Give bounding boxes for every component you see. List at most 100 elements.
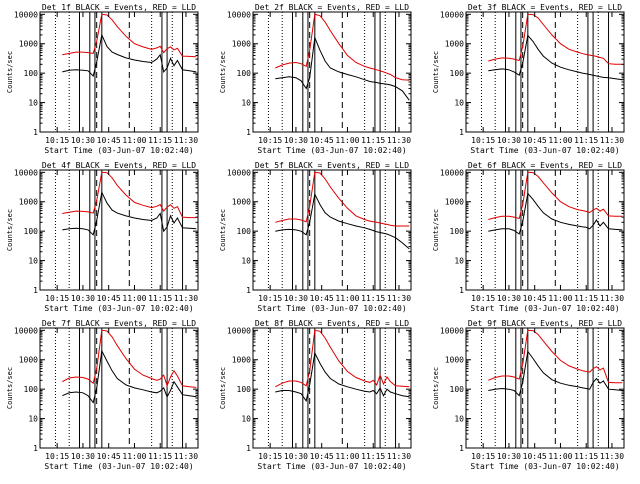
x-axis-label: Start Time (03-Jun-07 10:02:40) <box>470 462 619 471</box>
x-tick-label: 11:30 <box>600 294 624 303</box>
y-tick-label: 1 <box>459 128 464 137</box>
y-tick-label: 10 <box>241 415 251 424</box>
y-axis-label: Counts/sec <box>432 209 440 251</box>
x-axis-label: Start Time (03-Jun-07 10:02:40) <box>470 304 619 313</box>
y-axis-label: Counts/sec <box>219 367 227 409</box>
y-tick-label: 1000 <box>19 198 38 207</box>
x-tick-label: 11:15 <box>148 294 172 303</box>
x-tick-label: 11:30 <box>387 294 411 303</box>
y-tick-label: 1 <box>459 444 464 453</box>
panel-title: Det 4f BLACK = Events, RED = LLD <box>42 161 196 170</box>
plot-frame <box>252 169 412 291</box>
y-tick-label: 1000 <box>232 356 251 365</box>
x-tick-label: 11:00 <box>548 452 572 461</box>
series-line-events <box>62 190 197 236</box>
x-tick-label: 10:45 <box>523 452 547 461</box>
x-tick-label: 10:30 <box>71 294 95 303</box>
y-tick-label: 10 <box>28 415 38 424</box>
x-tick-label: 11:30 <box>174 452 198 461</box>
x-tick-label: 10:45 <box>310 136 334 145</box>
plot-frame <box>252 327 412 449</box>
y-tick-label: 10000 <box>440 326 464 335</box>
x-tick-label: 11:15 <box>574 294 598 303</box>
x-tick-label: 10:15 <box>45 452 69 461</box>
y-tick-label: 100 <box>24 385 39 394</box>
panel-title-detector: Det 1f <box>42 3 71 12</box>
plot-frame <box>465 11 625 133</box>
y-tick-label: 10000 <box>227 326 251 335</box>
y-tick-label: 1 <box>246 444 251 453</box>
x-tick-label: 11:00 <box>122 294 146 303</box>
y-axis-label: Counts/sec <box>432 367 440 409</box>
panel-6: 1 10 100 1000 10000 10:15 10:30 10:45 11:00 11:15… <box>432 161 625 313</box>
y-tick-label: 10 <box>454 99 464 108</box>
y-tick-label: 1000 <box>232 198 251 207</box>
panel-title: Det 3f BLACK = Events, RED = LLD <box>468 3 622 12</box>
x-tick-label: 10:30 <box>497 452 521 461</box>
y-tick-label: 10 <box>241 257 251 266</box>
series-line-lld <box>488 13 623 65</box>
x-tick-label: 10:30 <box>71 452 95 461</box>
y-tick-label: 1000 <box>445 198 464 207</box>
y-tick-label: 1 <box>246 286 251 295</box>
y-tick-label: 10000 <box>440 10 464 19</box>
x-axis-label: Start Time (03-Jun-07 10:02:40) <box>44 462 193 471</box>
series-line-events <box>275 192 410 250</box>
panel-9: 1 10 100 1000 10000 10:15 10:30 10:45 11:00 11:15… <box>432 319 625 471</box>
panel-title-detector: Det 7f <box>42 319 71 328</box>
y-axis-label: Counts/sec <box>219 209 227 251</box>
y-tick-label: 1000 <box>232 40 251 49</box>
y-tick-label: 100 <box>237 227 252 236</box>
x-tick-label: 11:00 <box>548 294 572 303</box>
y-tick-label: 100 <box>237 69 252 78</box>
panel-5: 1 10 100 1000 10000 10:15 10:30 10:45 11:00 11:15… <box>219 161 412 313</box>
series-line-events <box>488 192 623 235</box>
panel-7: 1 10 100 1000 10000 10:15 10:30 10:45 11:00 11:15… <box>6 319 199 471</box>
panel-title-legend: BLACK = Events, RED = LLD <box>71 161 196 170</box>
series-line-lld <box>62 13 197 58</box>
x-tick-label: 11:30 <box>387 452 411 461</box>
series-line-lld <box>275 171 410 227</box>
series-line-events <box>488 34 623 81</box>
y-tick-label: 10000 <box>227 10 251 19</box>
y-axis-label: Counts/sec <box>6 51 14 93</box>
panel-title-legend: BLACK = Events, RED = LLD <box>284 161 409 170</box>
y-tick-label: 1 <box>33 444 38 453</box>
plot-frame <box>39 327 199 449</box>
panel-title: Det 5f BLACK = Events, RED = LLD <box>255 161 409 170</box>
x-tick-label: 11:30 <box>600 452 624 461</box>
y-axis-label: Counts/sec <box>432 51 440 93</box>
x-tick-label: 10:15 <box>258 136 282 145</box>
y-tick-label: 1000 <box>19 40 38 49</box>
y-axis-label: Counts/sec <box>219 51 227 93</box>
series-line-lld <box>488 171 623 220</box>
y-tick-label: 10000 <box>440 168 464 177</box>
x-tick-label: 11:00 <box>122 452 146 461</box>
x-tick-label: 10:30 <box>284 136 308 145</box>
y-tick-label: 1 <box>459 286 464 295</box>
series-line-events <box>488 350 623 397</box>
panel-title-legend: BLACK = Events, RED = LLD <box>497 319 622 328</box>
x-tick-label: 11:15 <box>361 294 385 303</box>
x-axis-label: Start Time (03-Jun-07 10:02:40) <box>44 146 193 155</box>
x-tick-label: 10:15 <box>45 136 69 145</box>
panel-3: 1 10 100 1000 10000 10:15 10:30 10:45 11:00 11:15… <box>432 3 625 155</box>
panel-title: Det 9f BLACK = Events, RED = LLD <box>468 319 622 328</box>
series-line-lld <box>62 171 197 219</box>
y-tick-label: 10 <box>28 257 38 266</box>
plot-frame <box>252 11 412 133</box>
x-tick-label: 10:15 <box>258 294 282 303</box>
panel-title: Det 2f BLACK = Events, RED = LLD <box>255 3 409 12</box>
y-tick-label: 100 <box>24 227 39 236</box>
y-tick-label: 10 <box>454 415 464 424</box>
panel-title: Det 8f BLACK = Events, RED = LLD <box>255 319 409 328</box>
x-tick-label: 11:00 <box>548 136 572 145</box>
y-tick-label: 100 <box>450 385 465 394</box>
panel-title-legend: BLACK = Events, RED = LLD <box>497 3 622 12</box>
panel-title: Det 7f BLACK = Events, RED = LLD <box>42 319 196 328</box>
x-tick-label: 10:30 <box>284 294 308 303</box>
x-tick-label: 11:00 <box>122 136 146 145</box>
x-tick-label: 10:15 <box>471 136 495 145</box>
x-axis-label: Start Time (03-Jun-07 10:02:40) <box>257 462 406 471</box>
x-tick-label: 10:15 <box>258 452 282 461</box>
